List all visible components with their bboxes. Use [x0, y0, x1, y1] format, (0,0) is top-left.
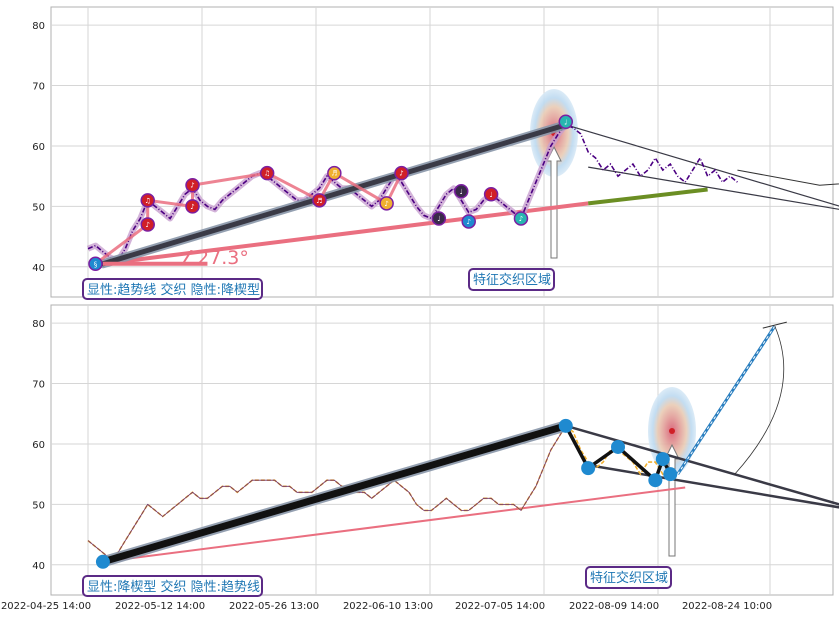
price-line	[87, 123, 738, 262]
pattern-badge	[140, 217, 155, 232]
pattern-badge-glyph: ♩	[564, 118, 567, 126]
pattern-badge-glyph: ♩	[437, 215, 440, 223]
x-axis-ticks: 2022-04-25 14:00 2022-05-12 14:00 2022-05-…	[1, 601, 772, 612]
y-tick-label: 60	[32, 440, 45, 451]
pattern-badge	[454, 184, 469, 199]
pattern-badge-glyph: ♪	[519, 215, 523, 223]
bottom-panel: 40 50 60 70 80	[32, 304, 839, 596]
pattern-badge-glyph: ♩	[460, 188, 463, 196]
pattern-badge-glyph: ♩	[489, 191, 492, 199]
support-line	[102, 201, 589, 266]
top-panel: 40 50 60 70 80 § ♪ ♫ ♪ ♪ ♫ ♬ ♬ ♪ ♪ ♩ ♩ ♪ ♩ ♪ ♩	[32, 6, 839, 298]
angle-label: ∠27.3°	[180, 247, 249, 269]
x-tick-label: 2022-07-05 14:00	[455, 601, 545, 612]
pattern-badge	[185, 199, 200, 214]
x-tick-label: 2022-08-24 10:00	[682, 601, 772, 612]
y-tick-label: 80	[32, 21, 45, 32]
y-tick-label: 50	[32, 202, 45, 213]
x-tick-label: 2022-08-09 14:00	[569, 601, 659, 612]
pattern-badge-glyph: ♪	[145, 221, 149, 229]
pattern-badge	[327, 165, 342, 181]
pattern-node	[663, 467, 678, 482]
pattern-badge-glyph: ♪	[384, 200, 388, 208]
pattern-node	[648, 473, 663, 488]
pattern-badge	[185, 177, 200, 193]
top-pattern-box: 显性:趋势线 交织 隐性:降楔型	[82, 278, 263, 300]
pattern-badge	[379, 196, 394, 211]
top-zone-label: 特征交织区域	[473, 272, 551, 288]
pattern-badge	[513, 211, 529, 226]
bottom-pattern-label: 显性:降楔型 交织 隐性:趋势线	[87, 579, 260, 595]
projection-arc	[737, 169, 839, 186]
breakout-arc	[734, 325, 785, 475]
pattern-badge-glyph: §	[94, 260, 98, 268]
pattern-badge-glyph: ♪	[190, 203, 194, 211]
pattern-badge-glyph: ♪	[190, 182, 194, 190]
pattern-node	[558, 418, 573, 433]
pattern-badge	[558, 114, 574, 130]
x-tick-label: 2022-06-10 13:00	[343, 601, 433, 612]
pattern-badge-glyph: ♪	[399, 170, 403, 178]
pattern-badge	[461, 214, 476, 229]
pattern-badge-glyph: ♪	[466, 218, 470, 226]
x-tick-label: 2022-04-25 14:00	[1, 601, 91, 612]
plot-frame	[50, 6, 834, 298]
wedge-lower-line	[588, 166, 839, 210]
pattern-badge-glyph: ♬	[331, 170, 337, 178]
zone-center-dot	[669, 428, 675, 434]
plot-frame	[50, 304, 834, 596]
pattern-badge	[312, 193, 327, 208]
price-outline	[87, 425, 567, 560]
pattern-badge	[394, 165, 409, 181]
y-tick-label: 60	[32, 142, 45, 153]
trend-line-major	[99, 422, 570, 566]
pattern-node	[655, 452, 670, 467]
y-tick-label: 50	[32, 500, 45, 511]
support-extension-line	[587, 187, 708, 206]
wedge-lower-line	[587, 463, 839, 509]
zone-arrow	[546, 145, 562, 259]
pattern-badge	[259, 165, 275, 181]
pattern-badge	[140, 193, 155, 208]
bottom-zone-label: 特征交织区域	[590, 570, 668, 586]
pattern-badge-glyph: ♬	[316, 197, 322, 205]
y-tick-label: 80	[32, 319, 45, 330]
top-pattern-label: 显性:趋势线 交织 隐性:降楔型	[87, 282, 260, 298]
trend-line-major	[100, 122, 569, 267]
breakout-line	[676, 325, 777, 476]
pattern-badge	[431, 211, 447, 226]
bottom-pattern-box: 显性:降楔型 交织 隐性:趋势线	[82, 575, 263, 597]
y-tick-label: 70	[32, 82, 45, 93]
pattern-badge-glyph: ♫	[264, 170, 270, 178]
pattern-node	[95, 554, 110, 569]
x-tick-label: 2022-05-26 13:00	[229, 601, 319, 612]
y-tick-label: 40	[32, 561, 45, 572]
pattern-node	[581, 461, 596, 476]
support-line	[102, 486, 686, 563]
bottom-zone-box: 特征交织区域	[585, 566, 672, 589]
top-zone-box: 特征交织区域	[468, 268, 555, 291]
breakout-cap	[762, 321, 787, 329]
wedge-upper-line	[565, 424, 839, 506]
y-tick-label: 40	[32, 263, 45, 274]
pattern-badge	[88, 256, 103, 272]
pattern-node	[611, 439, 626, 454]
pattern-badge	[483, 187, 499, 202]
y-tick-label: 70	[32, 380, 45, 391]
pattern-badge-glyph: ♫	[145, 197, 151, 205]
pattern-zigzag	[94, 171, 403, 265]
x-tick-label: 2022-05-12 14:00	[115, 601, 205, 612]
